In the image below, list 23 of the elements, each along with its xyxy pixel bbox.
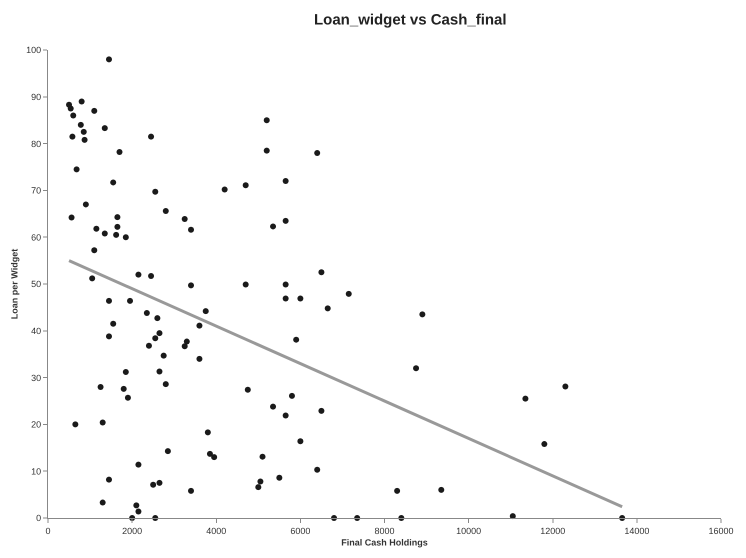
y-tick-label: 20 <box>31 420 42 430</box>
x-tick-label: 16000 <box>708 526 734 536</box>
y-tick-label: 90 <box>31 92 42 102</box>
x-tick-label: 14000 <box>624 526 650 536</box>
chart-title: Loan_widget vs Cash_final <box>314 11 507 28</box>
x-tick-label: 6000 <box>290 526 310 536</box>
y-tick-label: 60 <box>31 232 42 242</box>
y-tick-label: 50 <box>31 279 42 290</box>
x-tick-label: 8000 <box>374 526 395 536</box>
y-tick-label: 10 <box>31 466 42 476</box>
x-axis-title: Final Cash Holdings <box>341 538 428 548</box>
x-tick-label: 4000 <box>206 526 226 536</box>
y-tick-label: 30 <box>31 372 42 383</box>
y-tick-label: 80 <box>31 138 42 149</box>
x-tick-label: 10000 <box>456 526 482 536</box>
y-axis-title: Loan per Widget <box>10 248 20 320</box>
y-tick-label: 40 <box>31 326 42 336</box>
y-tick-label: 0 <box>36 513 42 524</box>
x-tick-label: 2000 <box>122 526 142 536</box>
x-tick-label: 12000 <box>540 526 566 536</box>
y-tick-label: 100 <box>26 45 42 56</box>
y-tick-label: 70 <box>31 186 42 196</box>
x-tick-label: 0 <box>45 526 51 536</box>
